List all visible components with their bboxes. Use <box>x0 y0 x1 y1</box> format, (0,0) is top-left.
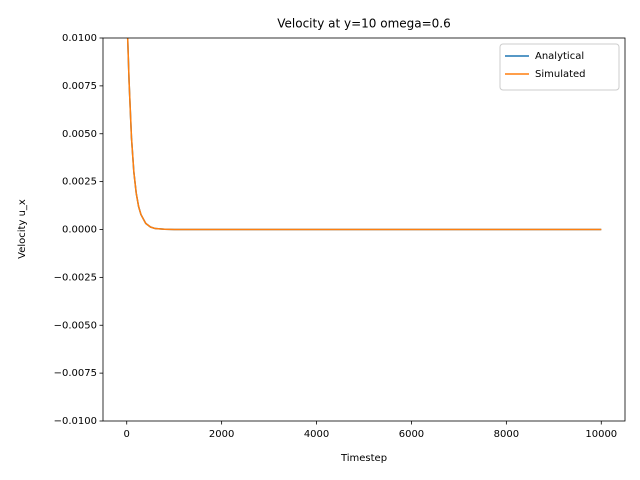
legend-box <box>499 43 620 91</box>
y-tick-label: 0.0025 <box>62 177 97 188</box>
y-tick-label: 0.0075 <box>62 81 97 92</box>
y-tick-label: 0.0050 <box>62 129 97 140</box>
x-tick-label: 4000 <box>304 429 329 440</box>
x-tick-label: 6000 <box>399 429 424 440</box>
y-tick-label: −0.0075 <box>54 368 97 379</box>
legend-label: Simulated <box>535 69 586 80</box>
x-tick-label: 8000 <box>494 429 519 440</box>
legend-label: Analytical <box>535 51 584 62</box>
y-tick-label: 0.0000 <box>62 225 97 236</box>
chart-title: Velocity at y=10 omega=0.6 <box>277 17 451 31</box>
y-tick-label: −0.0100 <box>54 416 97 427</box>
line-series <box>126 38 602 231</box>
y-tick-label: −0.0050 <box>54 320 97 331</box>
y-tick-label: 0.0100 <box>62 33 97 44</box>
y-axis-label: Velocity u_x <box>17 199 28 259</box>
x-tick-label: 10000 <box>585 429 617 440</box>
y-tick-label: −0.0025 <box>54 272 97 283</box>
x-tick-label: 2000 <box>209 429 234 440</box>
plot-area <box>126 38 602 231</box>
x-tick-label: 0 <box>124 429 130 440</box>
x-axis-label: Timestep <box>340 453 387 464</box>
